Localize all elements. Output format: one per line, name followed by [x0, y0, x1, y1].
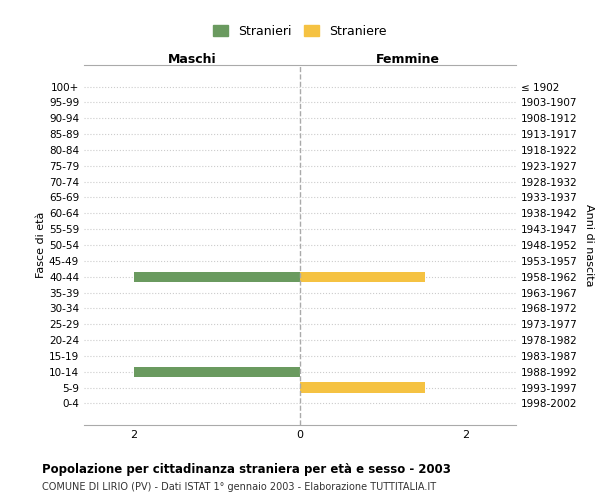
- Bar: [134, 272, 300, 282]
- Legend: Stranieri, Straniere: Stranieri, Straniere: [209, 21, 391, 42]
- Bar: [300, 272, 425, 282]
- Y-axis label: Anni di nascita: Anni di nascita: [584, 204, 594, 286]
- Text: Maschi: Maschi: [167, 53, 217, 66]
- Text: COMUNE DI LIRIO (PV) - Dati ISTAT 1° gennaio 2003 - Elaborazione TUTTITALIA.IT: COMUNE DI LIRIO (PV) - Dati ISTAT 1° gen…: [42, 482, 436, 492]
- Text: Popolazione per cittadinanza straniera per età e sesso - 2003: Popolazione per cittadinanza straniera p…: [42, 462, 451, 475]
- Bar: [300, 382, 425, 393]
- Bar: [134, 366, 300, 377]
- Text: Femmine: Femmine: [376, 53, 440, 66]
- Y-axis label: Fasce di età: Fasce di età: [36, 212, 46, 278]
